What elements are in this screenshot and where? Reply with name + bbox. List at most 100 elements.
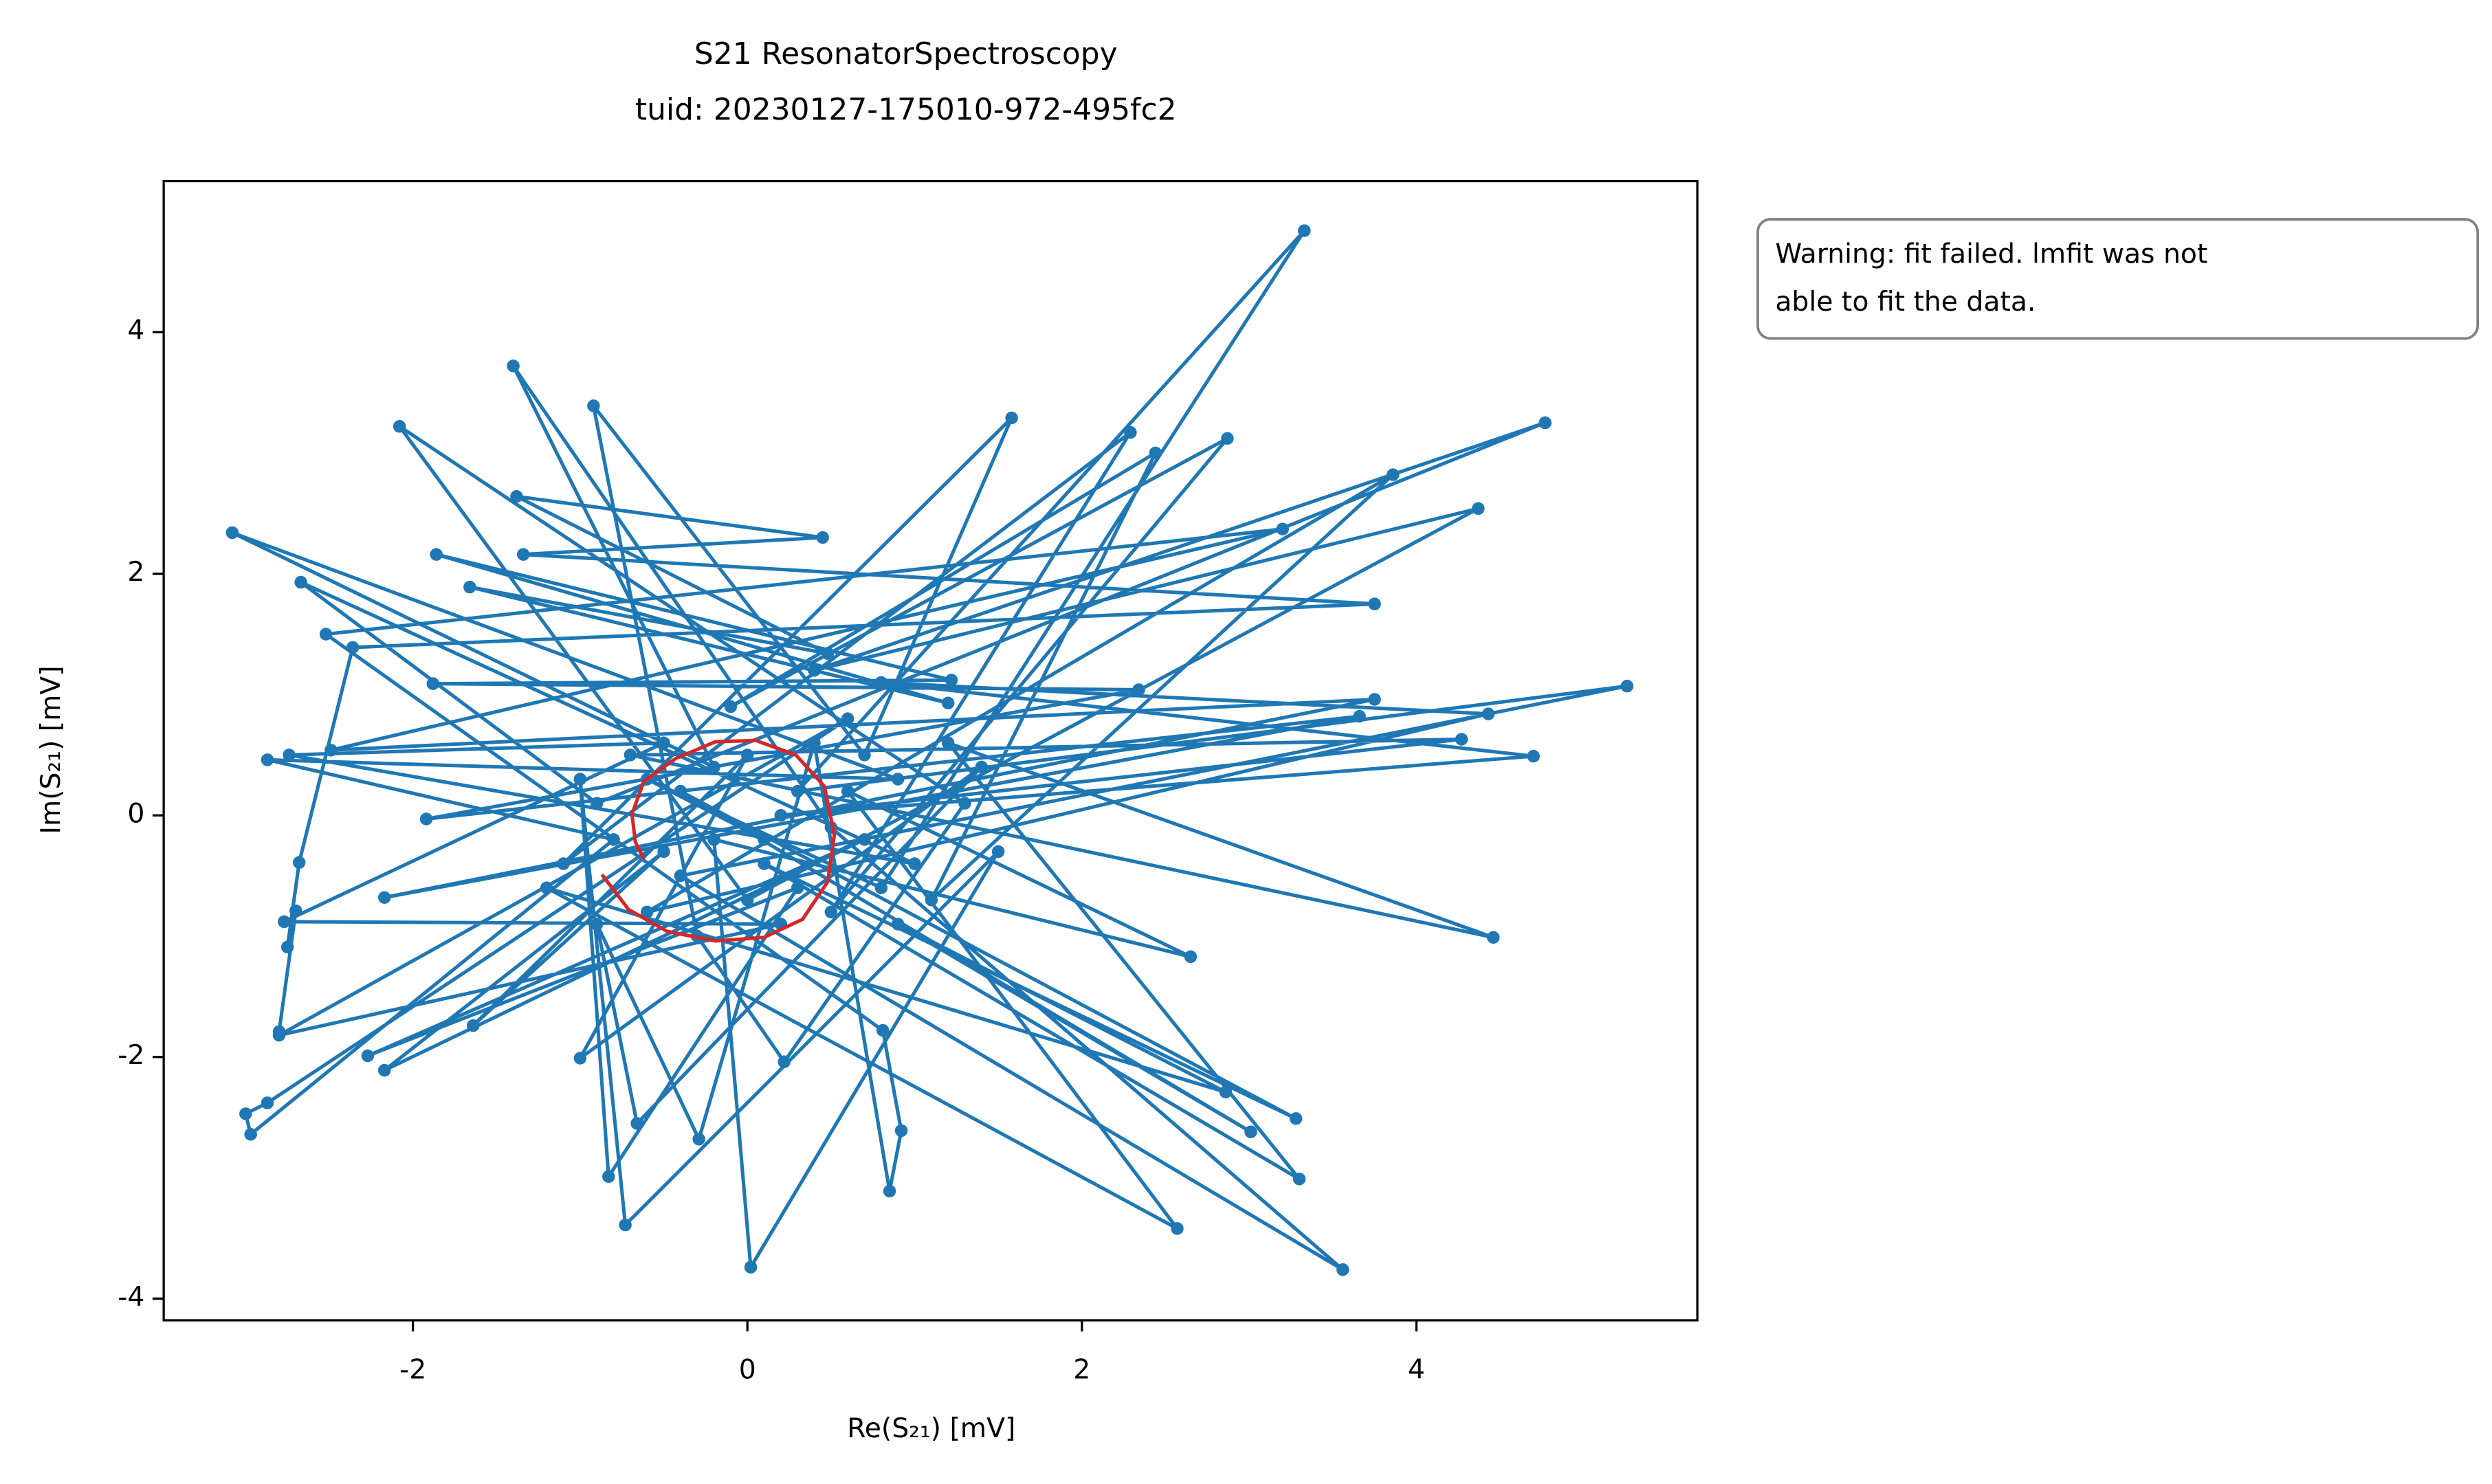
data-point — [619, 1218, 632, 1232]
data-point — [1184, 950, 1198, 964]
plot-frame — [162, 179, 1699, 1322]
data-point — [821, 647, 835, 660]
data-point — [225, 526, 239, 540]
data-point — [774, 808, 788, 822]
data-point — [1292, 1173, 1306, 1186]
data-point — [278, 915, 291, 929]
x-tick-label: 0 — [739, 1354, 756, 1385]
data-point — [740, 749, 754, 762]
data-point — [1481, 707, 1495, 720]
data-point — [430, 548, 443, 561]
data-point — [941, 696, 955, 710]
data-point — [778, 1055, 791, 1069]
data-point — [1487, 931, 1500, 944]
data-point — [292, 856, 306, 870]
data-point — [858, 833, 871, 846]
y-tick-label: 2 — [127, 557, 144, 588]
data-point — [692, 1133, 705, 1146]
data-point — [630, 1117, 643, 1130]
data-point — [724, 700, 738, 713]
data-point — [841, 712, 854, 725]
data-point — [261, 753, 274, 766]
data-point — [261, 1096, 274, 1109]
data-point — [1132, 683, 1145, 696]
annotation-box — [1756, 218, 2480, 340]
data-point — [1149, 446, 1162, 460]
data-point — [319, 628, 333, 641]
chart-title: S21 ResonatorSpectroscopy — [694, 36, 1118, 71]
data-point — [791, 784, 804, 798]
data-point — [510, 489, 523, 503]
data-point — [1527, 749, 1540, 763]
data-point — [1620, 679, 1634, 693]
data-point — [874, 881, 888, 894]
data-point — [1124, 425, 1137, 439]
data-point — [419, 812, 433, 826]
data-point — [941, 736, 955, 750]
data-point — [1539, 416, 1552, 430]
data-point — [657, 845, 670, 859]
data-point — [573, 1052, 587, 1065]
data-point — [1005, 411, 1018, 425]
data-point — [466, 1019, 480, 1032]
data-point — [816, 531, 829, 544]
data-point — [463, 580, 476, 594]
data-point — [289, 904, 302, 918]
data-point — [874, 676, 888, 689]
data-point — [239, 1107, 252, 1120]
data-point — [657, 736, 670, 750]
data-point — [883, 1184, 896, 1198]
data-point — [1353, 709, 1366, 723]
data-point — [426, 677, 440, 690]
data-point — [1276, 522, 1289, 535]
data-point — [791, 881, 804, 894]
data-point — [1455, 733, 1468, 746]
data-point — [378, 891, 391, 905]
data-point — [346, 641, 360, 654]
data-point — [841, 784, 854, 798]
data-point — [573, 773, 587, 786]
data-point — [1336, 1263, 1349, 1276]
data-point — [640, 905, 654, 919]
data-point — [1298, 224, 1311, 237]
data-point — [244, 1127, 257, 1141]
y-tick-label: 0 — [127, 799, 144, 830]
data-point — [624, 749, 637, 762]
data-point — [587, 399, 600, 412]
data-point — [707, 833, 720, 846]
data-point — [945, 674, 958, 687]
data-point — [378, 1063, 391, 1077]
data-point — [590, 918, 604, 931]
plot-area — [225, 224, 1634, 1276]
x-tick-label: 2 — [1073, 1354, 1090, 1385]
data-point — [674, 869, 687, 883]
data-point — [674, 784, 687, 798]
annotation-line: able to fit the data. — [1775, 287, 2036, 318]
data-point — [516, 548, 530, 561]
data-point — [876, 1023, 890, 1037]
data-point — [361, 1049, 375, 1063]
data-point — [758, 833, 771, 846]
data-point — [1472, 502, 1485, 516]
data-point — [602, 1170, 615, 1184]
data-point — [1171, 1222, 1184, 1235]
y-tick-label: -2 — [118, 1040, 144, 1071]
data-point — [975, 760, 989, 774]
data-point — [1289, 1112, 1303, 1125]
annotation-line: Warning: fit failed. lmfit was not — [1775, 239, 2207, 270]
data-point — [283, 749, 296, 762]
x-axis-label: Re(S₂₁) [mV] — [847, 1413, 1015, 1444]
data-point — [393, 420, 406, 433]
series-line — [600, 738, 837, 943]
data-point — [758, 857, 771, 870]
data-point — [707, 760, 720, 774]
y-tick-label: 4 — [127, 315, 144, 346]
data-point — [280, 940, 294, 954]
data-point — [507, 359, 520, 373]
data-point — [891, 773, 905, 786]
y-axis-label: Im(S₂₁) [mV] — [36, 665, 67, 834]
data-point — [891, 918, 905, 931]
data-point — [557, 857, 570, 870]
data-point — [1387, 468, 1400, 481]
